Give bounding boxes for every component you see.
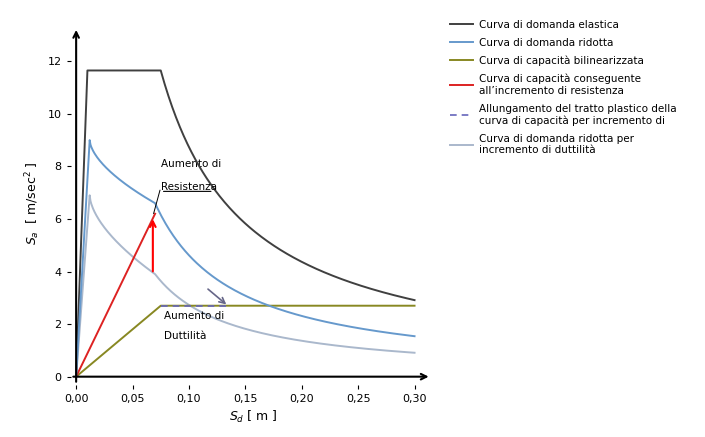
Text: Resistenza: Resistenza xyxy=(161,182,216,192)
Legend: Curva di domanda elastica, Curva di domanda ridotta, Curva di capacità bilineari: Curva di domanda elastica, Curva di doma… xyxy=(450,20,676,155)
Text: Aumento di: Aumento di xyxy=(161,159,221,169)
Text: Duttilità: Duttilità xyxy=(164,331,207,341)
Y-axis label: $S_a$  [ m/sec$^2$ ]: $S_a$ [ m/sec$^2$ ] xyxy=(23,161,42,245)
X-axis label: $S_d$ [ m ]: $S_d$ [ m ] xyxy=(230,409,278,425)
Text: Aumento di: Aumento di xyxy=(164,311,224,321)
